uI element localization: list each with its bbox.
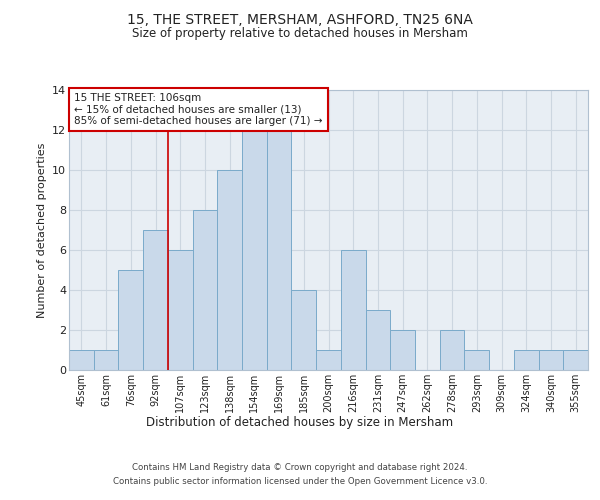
Bar <box>440 330 464 370</box>
Bar <box>168 250 193 370</box>
Bar <box>69 350 94 370</box>
Bar <box>316 350 341 370</box>
Bar <box>563 350 588 370</box>
Bar <box>94 350 118 370</box>
Text: Contains HM Land Registry data © Crown copyright and database right 2024.: Contains HM Land Registry data © Crown c… <box>132 463 468 472</box>
Bar <box>118 270 143 370</box>
Bar <box>267 130 292 370</box>
Bar <box>217 170 242 370</box>
Text: 15, THE STREET, MERSHAM, ASHFORD, TN25 6NA: 15, THE STREET, MERSHAM, ASHFORD, TN25 6… <box>127 12 473 26</box>
Bar <box>514 350 539 370</box>
Bar <box>341 250 365 370</box>
Bar <box>242 130 267 370</box>
Bar <box>143 230 168 370</box>
Bar <box>365 310 390 370</box>
Y-axis label: Number of detached properties: Number of detached properties <box>37 142 47 318</box>
Bar <box>464 350 489 370</box>
Bar <box>539 350 563 370</box>
Bar <box>390 330 415 370</box>
Bar <box>292 290 316 370</box>
Text: 15 THE STREET: 106sqm
← 15% of detached houses are smaller (13)
85% of semi-deta: 15 THE STREET: 106sqm ← 15% of detached … <box>74 93 322 126</box>
Bar <box>193 210 217 370</box>
Text: Contains public sector information licensed under the Open Government Licence v3: Contains public sector information licen… <box>113 476 487 486</box>
Text: Size of property relative to detached houses in Mersham: Size of property relative to detached ho… <box>132 28 468 40</box>
Text: Distribution of detached houses by size in Mersham: Distribution of detached houses by size … <box>146 416 454 429</box>
